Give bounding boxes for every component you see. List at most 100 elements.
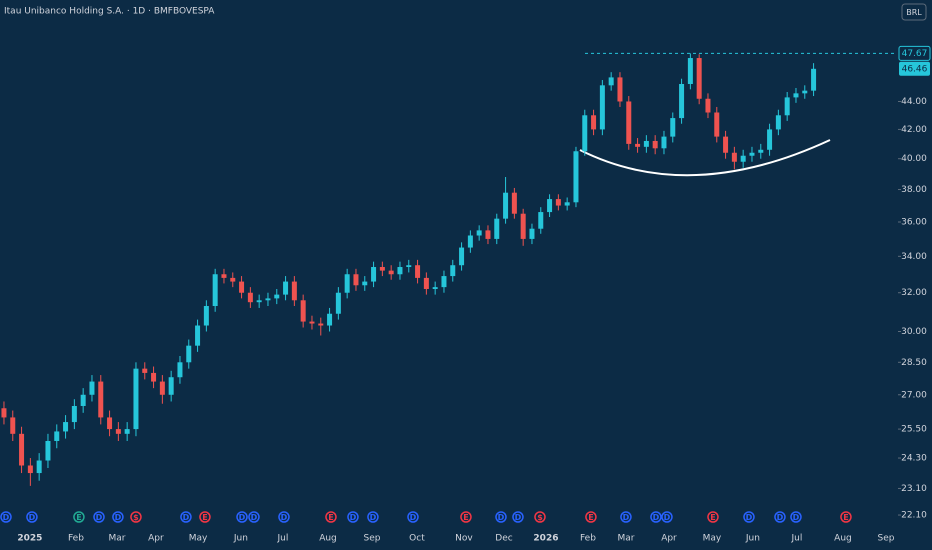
event-marker[interactable]: E xyxy=(707,511,719,523)
event-label: D xyxy=(653,513,660,522)
candle-body xyxy=(767,129,773,150)
event-marker[interactable]: $ xyxy=(534,511,546,523)
x-tick-label: Feb xyxy=(580,534,596,544)
event-marker[interactable]: $ xyxy=(130,511,142,523)
event-marker[interactable]: E xyxy=(325,511,337,523)
candle-body xyxy=(371,267,377,282)
event-circle xyxy=(534,511,546,523)
candle-body xyxy=(529,228,535,239)
candle-body xyxy=(309,321,315,324)
event-marker[interactable]: E xyxy=(73,511,85,523)
event-marker[interactable]: D xyxy=(278,511,290,523)
candle-body xyxy=(388,270,394,275)
event-marker[interactable]: D xyxy=(236,511,248,523)
event-circle xyxy=(460,511,472,523)
event-circle xyxy=(650,511,662,523)
event-label: E xyxy=(710,513,715,522)
event-marker[interactable]: D xyxy=(650,511,662,523)
x-tick-label: May xyxy=(703,534,722,544)
y-tick-label: 30.00 xyxy=(901,327,927,337)
event-marker[interactable]: D xyxy=(495,511,507,523)
x-tick-label: Jun xyxy=(233,534,248,544)
event-marker[interactable]: D xyxy=(407,511,419,523)
candle-body xyxy=(705,98,711,113)
event-label: D xyxy=(350,513,357,522)
x-tick-label: Oct xyxy=(409,534,425,544)
last-price-label: 46.46 xyxy=(902,64,928,74)
event-marker[interactable]: D xyxy=(774,511,786,523)
candle-body xyxy=(555,199,561,206)
candle-body xyxy=(652,140,658,149)
candle-body xyxy=(415,265,421,278)
candle-body xyxy=(635,143,641,147)
currency-button[interactable] xyxy=(901,3,927,21)
candle-body xyxy=(379,267,385,271)
candle-body xyxy=(124,429,130,434)
event-marker[interactable]: E xyxy=(460,511,472,523)
y-tick-label: 23.10 xyxy=(901,484,927,494)
candle-body xyxy=(168,377,174,395)
event-marker[interactable]: D xyxy=(26,511,38,523)
candle-body xyxy=(335,292,341,314)
event-circle xyxy=(840,511,852,523)
event-circle xyxy=(248,511,260,523)
candle-body xyxy=(397,267,403,275)
x-tick-label: Mar xyxy=(108,534,125,544)
last-price-box xyxy=(899,61,930,76)
event-circle xyxy=(347,511,359,523)
currency-label[interactable]: BRL xyxy=(906,8,922,17)
x-tick-label: Sep xyxy=(878,534,895,544)
event-marker[interactable]: D xyxy=(620,511,632,523)
x-tick-label: Aug xyxy=(319,534,337,544)
event-marker[interactable]: E xyxy=(199,511,211,523)
candle-body xyxy=(714,112,720,137)
event-marker[interactable]: D xyxy=(93,511,105,523)
event-marker[interactable]: D xyxy=(180,511,192,523)
event-marker[interactable]: D xyxy=(112,511,124,523)
event-label: D xyxy=(793,513,800,522)
candle-body xyxy=(608,77,614,86)
event-marker[interactable]: D xyxy=(0,511,12,523)
y-tick-label: 42.00 xyxy=(901,125,927,135)
event-marker[interactable]: D xyxy=(512,511,524,523)
event-label: E xyxy=(328,513,333,522)
candle-body xyxy=(203,306,209,326)
candle-body xyxy=(265,298,271,301)
event-label: D xyxy=(239,513,246,522)
candle-body xyxy=(485,230,491,239)
candle-body xyxy=(476,230,482,236)
x-tick-label: Dec xyxy=(495,534,512,544)
event-label: D xyxy=(183,513,190,522)
y-tick-label: 32.00 xyxy=(901,288,927,298)
candle-body xyxy=(186,345,192,363)
candle-body xyxy=(432,287,438,289)
candle-body xyxy=(467,235,473,248)
event-marker[interactable]: E xyxy=(840,511,852,523)
event-label: E xyxy=(202,513,207,522)
event-label: E xyxy=(588,513,593,522)
candle-body xyxy=(573,151,579,203)
candle-body xyxy=(599,85,605,130)
candle-body xyxy=(45,440,51,461)
event-label: D xyxy=(410,513,417,522)
event-label: D xyxy=(96,513,103,522)
chart-title: Itau Unibanco Holding S.A. · 1D · BMFBOV… xyxy=(4,7,215,17)
candle-body xyxy=(564,202,570,206)
x-tick-label: 2025 xyxy=(17,534,42,544)
event-marker[interactable]: D xyxy=(661,511,673,523)
event-circle xyxy=(130,511,142,523)
event-marker[interactable]: D xyxy=(347,511,359,523)
event-label: D xyxy=(370,513,377,522)
event-marker[interactable]: D xyxy=(743,511,755,523)
event-marker[interactable]: E xyxy=(585,511,597,523)
candle-body xyxy=(230,277,236,282)
candle-body xyxy=(696,58,702,99)
candle-body xyxy=(494,218,500,239)
event-marker[interactable]: D xyxy=(790,511,802,523)
candle-body xyxy=(538,212,544,229)
event-circle xyxy=(707,511,719,523)
candle-body xyxy=(423,277,429,289)
event-marker[interactable]: D xyxy=(248,511,260,523)
x-tick-label: Mar xyxy=(617,534,634,544)
event-marker[interactable]: D xyxy=(367,511,379,523)
